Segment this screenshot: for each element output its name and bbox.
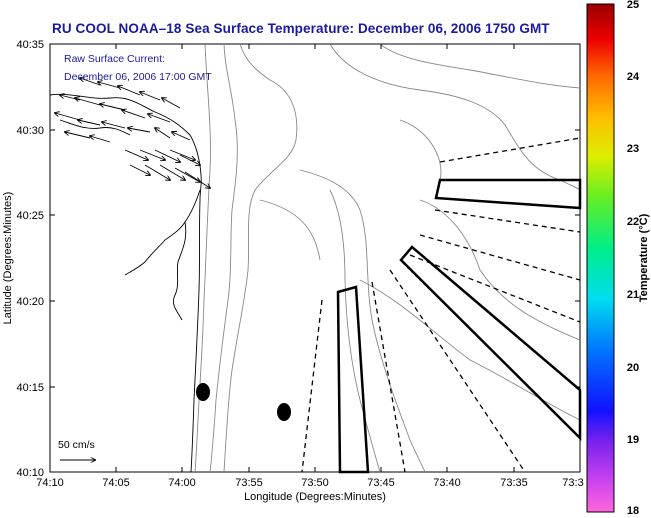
y-tick: 40:35 [16,39,44,51]
y-axis-title: Latitude (Degrees:Minutes) [2,192,14,325]
y-tick: 40:30 [16,125,44,137]
x-tick: 74:00 [168,477,196,489]
site-marker-1 [196,383,210,401]
x-tick: 73:50 [301,477,329,489]
colorbar-tick: 22 [627,216,639,228]
y-ticks [50,129,580,388]
scale-label: 50 cm/s [58,439,95,451]
map-title: RU COOL NOAA–18 Sea Surface Temperature:… [52,21,550,36]
dashed-range-lines [301,137,581,473]
colorbar-tick: 21 [627,289,639,301]
colorbar-tick: 25 [627,0,639,11]
x-tick: 73:45 [367,477,395,489]
colorbar-tick: 20 [627,362,639,374]
y-tick: 40:25 [16,210,44,222]
y-tick: 40:20 [16,296,44,308]
colorbar-tick-labels: 25 24 23 22 21 20 19 18 [627,0,640,517]
x-tick: 73:55 [235,477,263,489]
y-tick: 40:15 [16,382,44,394]
x-ticks [115,44,515,472]
x-tick: 73:35 [500,477,528,489]
current-label-line2: December 06, 2006 17:00 GMT [64,71,212,83]
colorbar-tick: 23 [627,143,639,155]
x-tick: 74:10 [36,477,64,489]
bathymetry-contours [194,43,581,473]
x-tick: 73:40 [433,477,461,489]
x-tick: 73:3 [562,477,583,489]
colorbar [586,3,615,513]
current-vectors [55,78,210,460]
colorbar-tick: 19 [627,434,639,446]
x-axis-title: Longitude (Degrees:Minutes) [244,491,386,503]
colorbar-tick: 18 [627,505,639,517]
y-tick-labels: 40:35 40:30 40:25 40:20 40:15 40:10 [16,39,44,479]
x-tick-labels: 74:10 74:05 74:00 73:55 73:50 73:45 73:4… [36,477,583,489]
site-marker-2 [277,403,291,421]
current-label-line1: Raw Surface Current: [64,53,165,65]
solid-sample-boxes [336,178,582,474]
y-tick: 40:10 [16,467,44,479]
x-tick: 74:05 [102,477,130,489]
colorbar-title: Temperature (°C) [638,213,650,302]
colorbar-tick: 24 [627,71,640,83]
